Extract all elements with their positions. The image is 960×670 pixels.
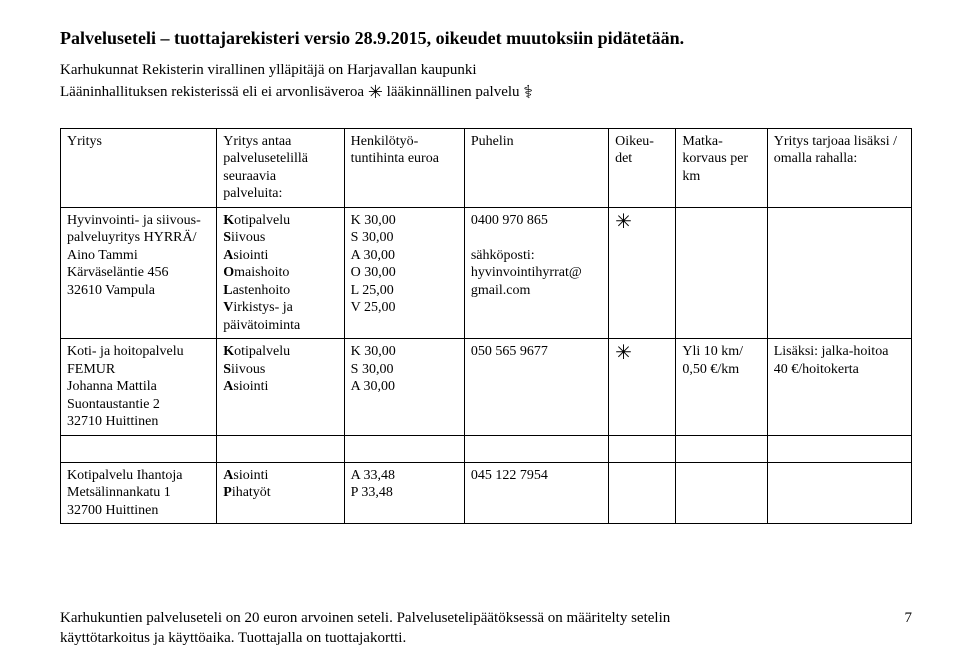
spacer-cell bbox=[217, 435, 344, 462]
spacer-cell bbox=[464, 435, 608, 462]
rights-cell bbox=[609, 462, 676, 524]
star-icon: ✳ bbox=[368, 82, 383, 102]
page-number: 7 bbox=[905, 609, 913, 629]
spacer-cell bbox=[609, 435, 676, 462]
company-cell: Kotipalvelu IhantojaMetsälinnankatu 1327… bbox=[61, 462, 217, 524]
table-row: Kotipalvelu IhantojaMetsälinnankatu 1327… bbox=[61, 462, 912, 524]
services-cell: AsiointiPihatyöt bbox=[217, 462, 344, 524]
page-footer: Karhukuntien palveluseteli on 20 euron a… bbox=[60, 609, 912, 648]
rights-cell: ✳ bbox=[609, 339, 676, 436]
provider-table: Yritys Yritys antaa palvelusetelillä seu… bbox=[60, 128, 912, 525]
company-cell: Koti- ja hoitopalveluFEMURJohanna Mattil… bbox=[61, 339, 217, 436]
table-row: Hyvinvointi- ja siivous-palveluyritys HY… bbox=[61, 207, 912, 339]
extra-cell: Lisäksi: jalka-hoitoa 40 €/hoitokerta bbox=[767, 339, 911, 436]
spacer-cell bbox=[676, 435, 767, 462]
col-header: Yritys tarjoaa lisäksi / omalla rahalla: bbox=[767, 128, 911, 207]
document-page: Palveluseteli – tuottajarekisteri versio… bbox=[0, 0, 960, 670]
services-cell: KotipalveluSiivousAsiointi bbox=[217, 339, 344, 436]
prices-cell: A 33,48P 33,48 bbox=[344, 462, 464, 524]
footer-line2: käyttötarkoitus ja käyttöaika. Tuottajal… bbox=[60, 630, 406, 646]
km-cell: Yli 10 km/ 0,50 €/km bbox=[676, 339, 767, 436]
table-row: Koti- ja hoitopalveluFEMURJohanna Mattil… bbox=[61, 339, 912, 436]
spacer-cell bbox=[767, 435, 911, 462]
rights-cell: ✳ bbox=[609, 207, 676, 339]
subtext-line2a: Lääninhallituksen rekisterissä eli ei ar… bbox=[60, 84, 368, 100]
col-header: Oikeu-det bbox=[609, 128, 676, 207]
phone-cell: 050 565 9677 bbox=[464, 339, 608, 436]
km-cell bbox=[676, 462, 767, 524]
prices-cell: K 30,00S 30,00A 30,00 bbox=[344, 339, 464, 436]
col-header: Yritys bbox=[61, 128, 217, 207]
col-header: Puhelin bbox=[464, 128, 608, 207]
table-header-row: Yritys Yritys antaa palvelusetelillä seu… bbox=[61, 128, 912, 207]
extra-cell bbox=[767, 207, 911, 339]
footer-line1: Karhukuntien palveluseteli on 20 euron a… bbox=[60, 610, 670, 626]
phone-cell: 045 122 7954 bbox=[464, 462, 608, 524]
col-header: Henkilötyö-tuntihinta euroa bbox=[344, 128, 464, 207]
table-body: Hyvinvointi- ja siivous-palveluyritys HY… bbox=[61, 207, 912, 524]
col-header: Yritys antaa palvelusetelillä seuraavia … bbox=[217, 128, 344, 207]
spacer-cell bbox=[61, 435, 217, 462]
km-cell bbox=[676, 207, 767, 339]
extra-cell bbox=[767, 462, 911, 524]
company-cell: Hyvinvointi- ja siivous-palveluyritys HY… bbox=[61, 207, 217, 339]
document-title: Palveluseteli – tuottajarekisteri versio… bbox=[60, 28, 912, 49]
prices-cell: K 30,00S 30,00A 30,00O 30,00L 25,00V 25,… bbox=[344, 207, 464, 339]
medical-icon: ⚕ bbox=[523, 82, 533, 102]
col-header: Matka-korvaus per km bbox=[676, 128, 767, 207]
phone-cell: 0400 970 865 sähköposti:hyvinvointihyrra… bbox=[464, 207, 608, 339]
services-cell: KotipalveluSiivousAsiointiOmaishoitoLast… bbox=[217, 207, 344, 339]
spacer-cell bbox=[344, 435, 464, 462]
subtext-line2b: lääkinnällinen palvelu bbox=[387, 84, 524, 100]
table-spacer-row bbox=[61, 435, 912, 462]
subtext-line1: Karhukunnat Rekisterin virallinen ylläpi… bbox=[60, 62, 477, 78]
document-subtext: Karhukunnat Rekisterin virallinen ylläpi… bbox=[60, 61, 912, 104]
